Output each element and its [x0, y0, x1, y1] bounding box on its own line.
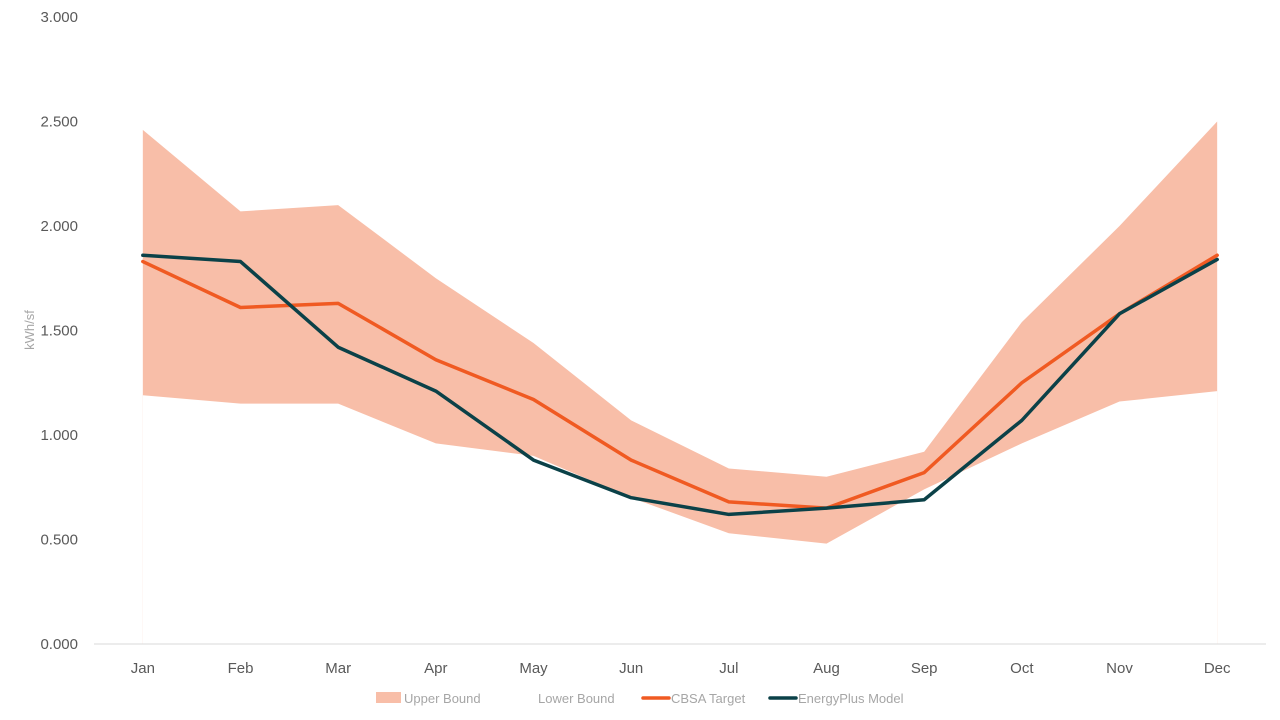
y-tick-label: 2.500	[40, 114, 78, 131]
line-energyplus-model	[141, 253, 1219, 517]
legend: Upper Bound Lower Bound CBSA Target EnergyP…	[376, 691, 904, 706]
x-tick-label: Dec	[1204, 660, 1231, 677]
x-tick-label: Jul	[719, 660, 738, 677]
line-cbsa-target	[141, 253, 1219, 510]
area-layer	[142, 121, 1218, 644]
y-tick-label: 3.000	[40, 9, 78, 26]
x-tick-label: Jan	[131, 660, 155, 677]
legend-item: EnergyPlus Model	[768, 691, 904, 706]
legend-label: Upper Bound	[404, 691, 481, 706]
y-tick-label: 1.500	[40, 323, 78, 340]
x-tick-label: Aug	[813, 660, 840, 677]
legend-item: CBSA Target	[641, 691, 746, 706]
y-tick-label: 0.500	[40, 532, 78, 549]
y-tick-labels: 0.000 0.500 1.000 1.500 2.000 2.500 3.000	[40, 9, 78, 653]
x-tick-label: Mar	[325, 660, 351, 677]
legend-label: EnergyPlus Model	[798, 691, 904, 706]
x-tick-label: Oct	[1010, 660, 1034, 677]
x-tick-labels: Jan Feb Mar Apr May Jun Jul Aug Sep Oct Nov Dec	[131, 660, 1231, 677]
x-tick-label: Apr	[424, 660, 447, 677]
legend-swatch	[376, 692, 401, 703]
x-tick-label: Sep	[911, 660, 938, 677]
y-axis-title: kWh/sf	[22, 310, 37, 350]
line-layer	[141, 253, 1219, 517]
x-tick-label: Feb	[228, 660, 254, 677]
legend-label: Lower Bound	[538, 691, 615, 706]
x-tick-label: May	[519, 660, 548, 677]
y-tick-label: 1.000	[40, 427, 78, 444]
legend-item: Upper Bound	[376, 691, 481, 706]
y-tick-label: 2.000	[40, 218, 78, 235]
x-tick-label: Jun	[619, 660, 643, 677]
legend-label: CBSA Target	[671, 691, 746, 706]
legend-item: Lower Bound	[510, 691, 615, 706]
y-tick-label: 0.000	[40, 636, 78, 653]
x-tick-label: Nov	[1106, 660, 1133, 677]
area-lower-bound	[142, 391, 1218, 644]
legend-swatch	[510, 692, 535, 703]
